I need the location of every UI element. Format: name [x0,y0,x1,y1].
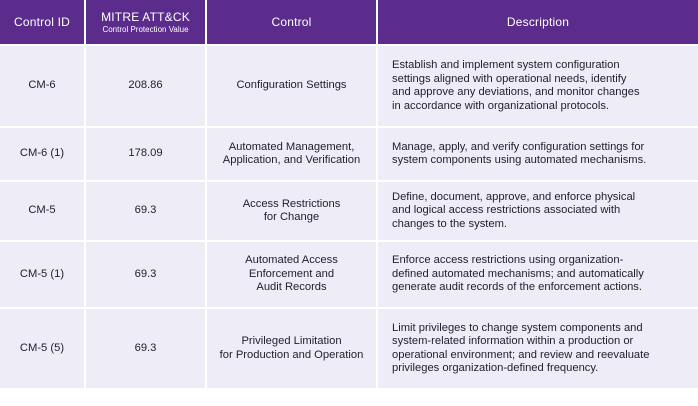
cell-protection-value: 178.09 [86,126,207,180]
description-line: Enforce access restrictions using organi… [392,254,624,267]
cell-control: Access Restrictions for Change [207,180,378,240]
control-line: for Production and Operation [219,348,364,361]
description-line: defined automated mechanisms; and automa… [392,267,644,280]
cell-description: Manage, apply, and verify configuration … [378,126,698,180]
control-line: for Change [263,211,320,223]
description-line: system components using automated mechan… [392,154,647,166]
cell-control-id: CM-6 [0,44,86,126]
cell-protection-value: 69.3 [86,180,207,240]
description-line: changes to the system. [392,217,508,230]
header-control-label: Control [271,15,312,29]
control-line: Enforcement and [248,267,335,280]
controls-table: Control ID MITRE ATT&CK Control Protecti… [0,0,698,388]
control-line: Configuration Settings [236,79,347,92]
description-line: generate audit records of the enforcemen… [392,281,643,294]
table-row: CM-5 (1) 69.3 Automated Access Enforceme… [0,240,698,307]
cell-control: Automated Management, Application, and V… [207,126,378,180]
table-row: CM-6 (1) 178.09 Automated Management, Ap… [0,126,698,180]
cell-control-id: CM-5 (5) [0,307,86,388]
table-body: CM-6 208.86 Configuration Settings Estab… [0,44,698,388]
control-line: Application, and Verification [222,154,361,166]
header-protection-value: MITRE ATT&CK Control Protection Value [86,0,207,44]
cell-description: Enforce access restrictions using organi… [378,240,698,307]
control-line: Privileged Limitation [241,335,342,347]
cell-protection-value: 69.3 [86,307,207,388]
cell-control-id: CM-5 (1) [0,240,86,307]
control-line: Automated Access [245,254,338,267]
description-line: Establish and implement system configura… [392,59,620,71]
description-line: in accordance with organizational protoc… [392,99,610,112]
cell-description: Limit privileges to change system compon… [378,307,698,388]
description-line: and logical access restrictions associat… [392,204,621,217]
cell-protection-value: 69.3 [86,240,207,307]
cell-description: Define, document, approve, and enforce p… [378,180,698,240]
control-line: Audit Records [256,281,327,294]
description-line: settings aligned with operational needs,… [392,72,627,85]
cell-control-id: CM-5 [0,180,86,240]
cell-control-id: CM-6 (1) [0,126,86,180]
description-line: and approve any deviations, and monitor … [392,86,640,98]
header-description: Description [378,0,698,44]
header-control-id-label: Control ID [13,15,71,29]
cell-control: Automated Access Enforcement and Audit R… [207,240,378,307]
cell-description: Establish and implement system configura… [378,44,698,126]
description-line: Limit privileges to change system compon… [392,321,643,334]
cell-protection-value: 208.86 [86,44,207,126]
description-line: Define, document, approve, and enforce p… [392,190,636,203]
description-line: operational environment; and review and … [392,348,650,361]
table-row: CM-5 69.3 Access Restrictions for Change… [0,180,698,240]
cell-control: Configuration Settings [207,44,378,126]
table-header: Control ID MITRE ATT&CK Control Protecti… [0,0,698,44]
description-line: Manage, apply, and verify configuration … [392,140,645,153]
header-control-id: Control ID [0,0,86,44]
description-line: privileges organization-defined frequenc… [392,362,599,374]
description-line: system-related information within a prod… [392,335,634,347]
header-protection-value-title: MITRE ATT&CK [101,10,190,24]
header-control: Control [207,0,378,44]
table-row: CM-5 (5) 69.3 Privileged Limitation for … [0,307,698,388]
header-row: Control ID MITRE ATT&CK Control Protecti… [0,0,698,44]
header-protection-value-subtitle: Control Protection Value [102,25,189,34]
control-line: Automated Management, [228,140,355,153]
cell-control: Privileged Limitation for Production and… [207,307,378,388]
table-row: CM-6 208.86 Configuration Settings Estab… [0,44,698,126]
control-line: Access Restrictions [242,197,341,210]
header-description-label: Description [506,15,570,29]
